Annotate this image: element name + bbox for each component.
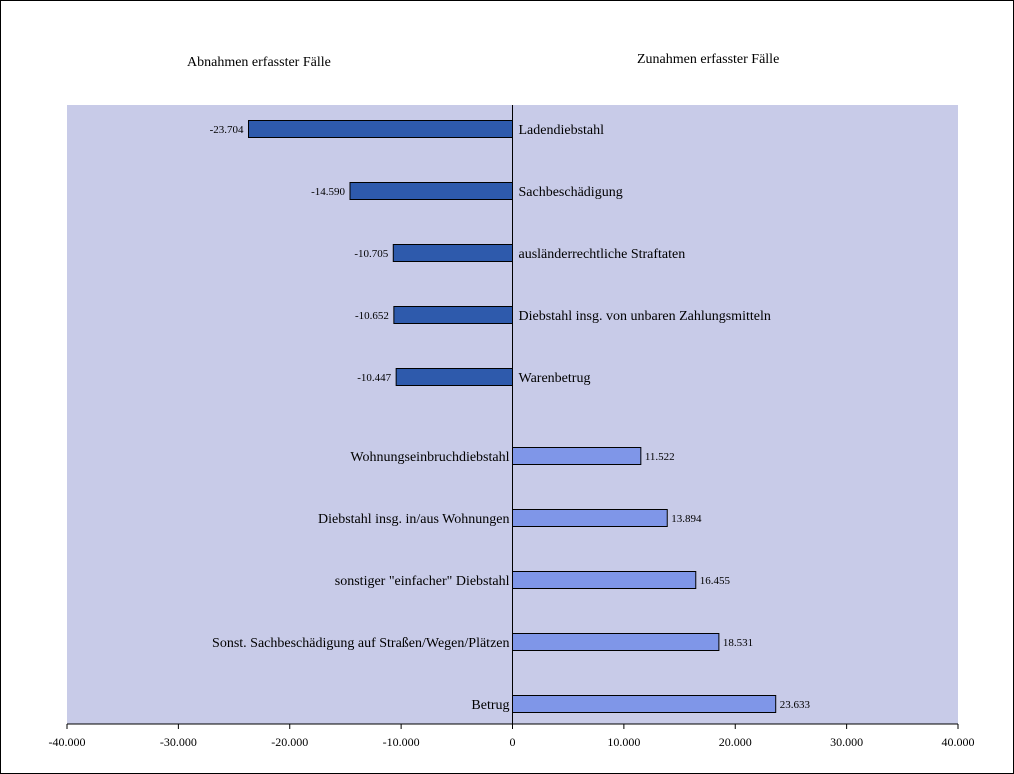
right-heading: Zunahmen erfasster Fälle (637, 52, 780, 67)
value-label: 23.633 (780, 699, 811, 711)
left-heading: Abnahmen erfasster Fälle (187, 55, 331, 70)
category-label: Wohnungseinbruchdiebstahl (350, 450, 509, 465)
category-label: Ladendiebstahl (519, 123, 605, 138)
category-label: Warenbetrug (519, 371, 591, 386)
x-tick-label: 20.000 (719, 735, 752, 749)
x-tick-label: 10.000 (607, 735, 640, 749)
bar (512, 571, 697, 589)
x-tick-label: 0 (510, 735, 516, 749)
bars (247, 120, 777, 713)
category-label: sonstiger "einfacher" Diebstahl (335, 574, 510, 589)
category-label: ausländerrechtliche Straftaten (519, 247, 686, 262)
category-label: Betrug (471, 698, 509, 713)
bar (393, 306, 513, 324)
category-label: Diebstahl insg. von unbaren Zahlungsmitt… (519, 309, 771, 324)
bar (512, 509, 668, 527)
bar (349, 182, 513, 200)
value-label: 16.455 (700, 575, 731, 587)
x-tick-label: 40.000 (942, 735, 975, 749)
value-label: 18.531 (723, 637, 753, 649)
x-tick-label: -20.000 (271, 735, 308, 749)
bar (247, 120, 513, 138)
value-label: -10.447 (357, 372, 391, 384)
bar (512, 447, 642, 465)
bar (392, 244, 514, 262)
value-label: -23.704 (210, 124, 244, 136)
value-label: 11.522 (645, 451, 675, 463)
value-label: -10.705 (354, 248, 388, 260)
bar (395, 368, 514, 386)
bar (512, 633, 720, 651)
category-label: Sonst. Sachbeschädigung auf Straßen/Wege… (212, 636, 509, 651)
value-label: -14.590 (311, 186, 345, 198)
value-label: 13.894 (671, 513, 702, 525)
x-tick-label: -40.000 (49, 735, 86, 749)
value-label: -10.652 (355, 310, 389, 322)
category-label: Sachbeschädigung (519, 185, 623, 200)
x-tick-label: 30.000 (830, 735, 863, 749)
labels: -23.704 Ladendiebstahl -14.590 Sachbeschädi… (210, 123, 811, 713)
x-tick-label: -30.000 (160, 735, 197, 749)
x-tick-label: -10.000 (383, 735, 420, 749)
x-axis: -40.000 -30.000 -20.000 -10.000 0 10.000 20.00… (49, 105, 975, 749)
category-label: Diebstahl insg. in/aus Wohnungen (318, 512, 510, 527)
bar (512, 695, 777, 713)
